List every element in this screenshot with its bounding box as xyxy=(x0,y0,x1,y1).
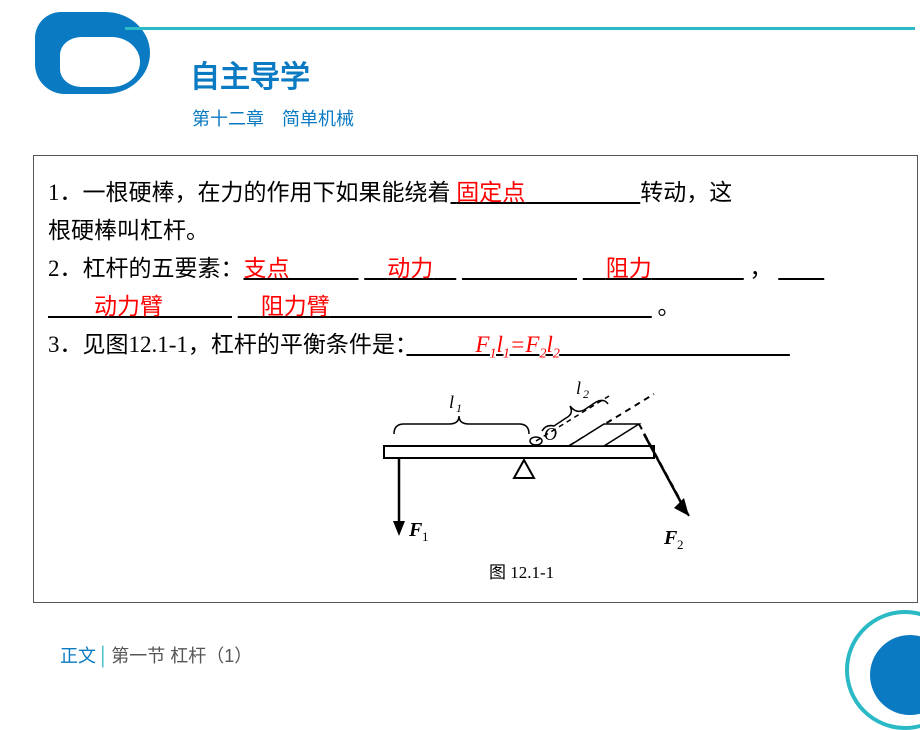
q2-blank2 xyxy=(778,256,824,281)
footer-divider: │ xyxy=(98,646,109,666)
svg-text:F: F xyxy=(663,527,678,549)
q2-a5: 阻力臂 xyxy=(238,294,330,319)
page-subtitle: 第十二章 简单机械 xyxy=(192,105,354,131)
svg-text:2: 2 xyxy=(583,387,589,401)
q2-end: 。 xyxy=(658,294,681,319)
svg-text:2: 2 xyxy=(677,537,684,552)
q2-comma: ， xyxy=(750,256,773,281)
corner-decoration xyxy=(830,595,920,685)
footer-label: 正文 xyxy=(60,646,96,666)
footer: 正文│第一节 杠杆（1） xyxy=(60,642,252,668)
page-title: 自主导学 xyxy=(190,52,310,96)
q2-a1: 支点 xyxy=(244,256,359,281)
q2-a3: 阻力 xyxy=(583,256,744,281)
svg-text:l: l xyxy=(576,378,581,398)
q3-formula: F1l1=F2l2 xyxy=(475,332,559,357)
svg-text:1: 1 xyxy=(422,529,429,544)
svg-text:1: 1 xyxy=(456,401,462,415)
svg-text:l: l xyxy=(449,392,454,412)
q1-pre: 1．一根硬棒，在力的作用下如果能绕着 xyxy=(48,180,451,205)
svg-text:图 12.1-1: 图 12.1-1 xyxy=(489,563,554,582)
q2-line1: 2．杠杆的五要素：支点 动力 阻力 ， xyxy=(48,250,907,288)
q1-post: 转动，这 xyxy=(640,180,732,205)
q2-a2: 动力 xyxy=(364,256,456,281)
header-blob-inner xyxy=(60,37,140,87)
header-line xyxy=(125,27,915,30)
q3-line: 3．见图12.1-1，杠杆的平衡条件是： F1l1=F2l2 xyxy=(48,326,907,374)
q2-a4: 动力臂 xyxy=(71,294,232,319)
q3-blank-pre xyxy=(406,332,475,357)
q2-blank3 xyxy=(48,294,71,319)
footer-text: 第一节 杠杆（1） xyxy=(111,646,252,666)
q2-line2: 动力臂 阻力臂 。 xyxy=(48,288,907,326)
q1-line1: 1．一根硬棒，在力的作用下如果能绕着 固定点 转动，这 xyxy=(48,174,907,212)
q2-pre: 2．杠杆的五要素： xyxy=(48,256,244,281)
header-decoration xyxy=(35,12,915,97)
q3-pre: 3．见图12.1-1，杠杆的平衡条件是： xyxy=(48,332,406,357)
q3-blank-post xyxy=(560,332,790,357)
q2-blank1 xyxy=(462,256,577,281)
q1-line2: 根硬棒叫杠杆。 xyxy=(48,212,907,250)
lever-diagram: O l 1 l 2 F 1 F 2 图 xyxy=(344,376,724,586)
q1-answer: 固定点 xyxy=(451,180,641,205)
q2-blank4 xyxy=(330,294,652,319)
svg-text:F: F xyxy=(408,519,423,541)
content-box: 1．一根硬棒，在力的作用下如果能绕着 固定点 转动，这 根硬棒叫杠杆。 2．杠杆… xyxy=(33,155,918,603)
